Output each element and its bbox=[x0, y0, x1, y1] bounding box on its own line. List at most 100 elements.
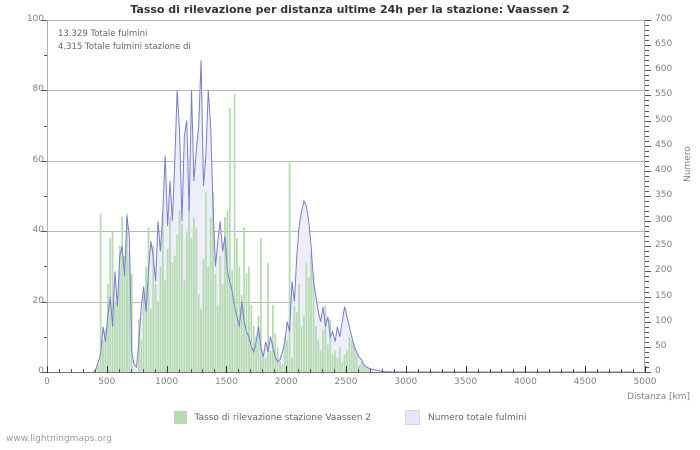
bar bbox=[279, 361, 281, 372]
bar bbox=[305, 262, 308, 372]
x-minor-tick-4600 bbox=[597, 369, 599, 373]
bar bbox=[343, 354, 346, 372]
x-tick-label-1500: 1500 bbox=[214, 377, 238, 387]
bar bbox=[274, 333, 277, 372]
y-right-minor-tick-20 bbox=[645, 361, 649, 363]
chart-title: Tasso di rilevazione per distanza ultime… bbox=[130, 3, 570, 16]
bar bbox=[334, 350, 336, 372]
bar bbox=[310, 252, 313, 372]
y-right-tick-label-0: 0 bbox=[655, 366, 661, 376]
y-right-tick-400 bbox=[645, 170, 651, 172]
y-left-tick-label-80: 80 bbox=[32, 84, 44, 95]
bar bbox=[114, 301, 116, 372]
y-right-minor-tick-330 bbox=[645, 206, 649, 208]
x-minor-tick-4700 bbox=[609, 369, 611, 373]
y-right-minor-tick-40 bbox=[645, 351, 649, 353]
bar bbox=[293, 305, 296, 372]
bar bbox=[348, 336, 351, 372]
y-right-tick-label-500: 500 bbox=[655, 114, 673, 125]
x-minor-tick-1900 bbox=[274, 369, 276, 373]
y-right-minor-tick-370 bbox=[645, 185, 649, 187]
x-minor-tick-100 bbox=[58, 369, 60, 373]
gridline-40 bbox=[48, 231, 644, 233]
bar bbox=[169, 217, 171, 372]
bar bbox=[250, 305, 253, 372]
x-tick-0 bbox=[47, 366, 48, 373]
y-left-tick-60 bbox=[41, 160, 47, 162]
x-minor-tick-300 bbox=[82, 369, 84, 373]
bar bbox=[102, 340, 104, 372]
x-tick-label-0: 0 bbox=[44, 377, 50, 387]
bar bbox=[97, 364, 100, 372]
bar bbox=[362, 364, 365, 372]
bar bbox=[121, 217, 124, 372]
legend-swatch-1 bbox=[405, 410, 421, 425]
bar bbox=[257, 315, 260, 372]
bar bbox=[221, 284, 224, 372]
bar bbox=[109, 238, 112, 372]
y-right-tick-150 bbox=[645, 296, 651, 298]
bar bbox=[231, 269, 234, 372]
bar bbox=[262, 354, 265, 372]
x-minor-tick-4300 bbox=[561, 369, 563, 373]
bar bbox=[295, 312, 298, 372]
legend-item-1[interactable]: Numero totale fulmini bbox=[405, 410, 526, 425]
y-right-tick-label-650: 650 bbox=[655, 39, 673, 50]
bar bbox=[350, 340, 353, 372]
y-right-tick-450 bbox=[645, 145, 651, 147]
y-right-minor-tick-690 bbox=[645, 25, 649, 27]
y-right-minor-tick-220 bbox=[645, 261, 649, 263]
bar bbox=[336, 357, 339, 372]
x-tick-3500 bbox=[465, 366, 467, 373]
bar bbox=[164, 280, 167, 372]
x-tick-label-2000: 2000 bbox=[274, 377, 298, 387]
bar bbox=[329, 319, 332, 372]
y-right-minor-tick-530 bbox=[645, 105, 649, 107]
y-right-minor-tick-620 bbox=[645, 60, 649, 62]
x-minor-tick-2700 bbox=[369, 369, 371, 373]
bar bbox=[190, 238, 193, 372]
x-minor-tick-800 bbox=[142, 369, 144, 373]
bar bbox=[281, 364, 284, 372]
y-right-minor-tick-420 bbox=[645, 160, 649, 162]
x-minor-tick-1600 bbox=[238, 369, 240, 373]
bar bbox=[365, 368, 368, 372]
detection-rate-bars bbox=[97, 93, 370, 372]
bar bbox=[207, 266, 210, 372]
y-right-minor-tick-520 bbox=[645, 110, 649, 112]
bar bbox=[152, 245, 155, 372]
bar bbox=[226, 210, 229, 372]
bar bbox=[178, 210, 181, 372]
y-right-tick-50 bbox=[645, 346, 651, 348]
bar bbox=[202, 259, 205, 372]
y-right-tick-label-700: 700 bbox=[655, 14, 673, 24]
bar bbox=[288, 160, 291, 372]
y-left-tick-20 bbox=[41, 301, 47, 303]
y-right-tick-350 bbox=[645, 196, 651, 197]
annotation-line-total: 13.329 Totale fulmini bbox=[58, 29, 148, 39]
y-right-minor-tick-30 bbox=[645, 356, 649, 358]
bar bbox=[200, 308, 202, 372]
x-tick-label-3000: 3000 bbox=[394, 377, 418, 387]
y-right-minor-tick-430 bbox=[645, 155, 649, 157]
y-right-tick-label-400: 400 bbox=[655, 164, 673, 175]
bar bbox=[130, 273, 133, 372]
x-minor-tick-3300 bbox=[441, 369, 443, 373]
gridline-20 bbox=[48, 301, 644, 303]
x-tick-4000 bbox=[525, 366, 527, 373]
legend-item-0[interactable]: Tasso di rilevazione stazione Vaassen 2 bbox=[173, 411, 371, 424]
bar bbox=[243, 227, 246, 372]
x-minor-tick-400 bbox=[94, 369, 96, 373]
y-right-minor-tick-270 bbox=[645, 236, 649, 238]
bar bbox=[193, 217, 195, 372]
x-minor-tick-600 bbox=[118, 369, 120, 373]
y-right-minor-tick-170 bbox=[645, 286, 649, 288]
bar bbox=[216, 305, 219, 372]
bar bbox=[181, 224, 183, 372]
bar bbox=[183, 280, 186, 372]
bar bbox=[149, 308, 152, 372]
x-minor-tick-200 bbox=[70, 369, 72, 373]
bar bbox=[315, 326, 317, 372]
bar bbox=[140, 340, 143, 372]
